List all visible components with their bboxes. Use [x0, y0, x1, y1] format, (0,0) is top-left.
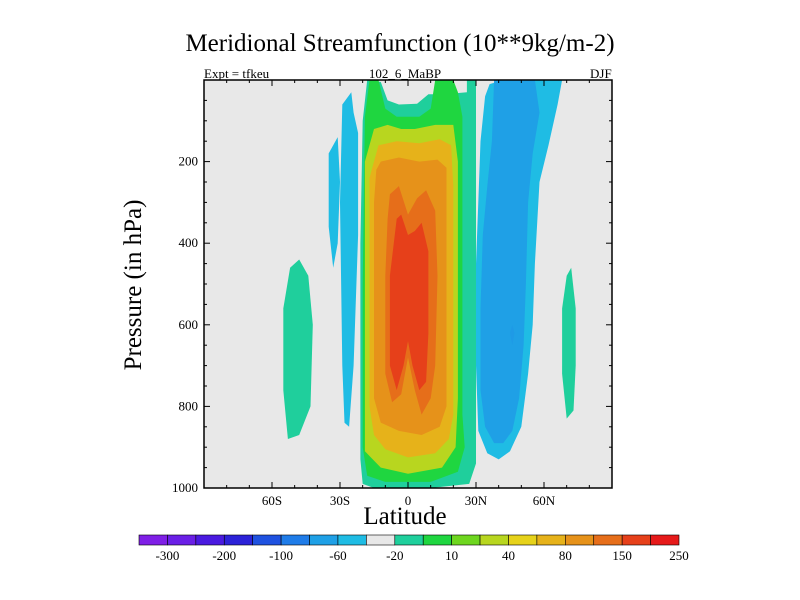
colorbar-box	[309, 534, 339, 546]
colorbar-box	[138, 534, 168, 546]
colorbar-label: 150	[612, 548, 632, 563]
colorbar-label: 40	[502, 548, 515, 563]
colorbar-label: -200	[212, 548, 236, 563]
colorbar-box	[479, 534, 509, 546]
colorbar-box	[621, 534, 651, 546]
experiment-label: Expt = tfkeu	[204, 66, 270, 81]
season-label: DJF	[590, 66, 612, 81]
colorbar-box	[195, 534, 225, 546]
contour-region-9	[340, 92, 359, 427]
contour-region-4	[364, 124, 458, 474]
period-label: 102_6_MaBP	[368, 66, 442, 81]
contour-region-1	[562, 267, 576, 419]
plot-frame	[203, 79, 613, 489]
y-tick-label: 600	[179, 317, 199, 332]
colorbar-box	[252, 534, 282, 546]
colorbar-box	[508, 534, 538, 546]
colorbar-box	[650, 534, 680, 546]
x-axis-label: Latitude	[363, 503, 447, 530]
contour-region-8	[389, 214, 429, 391]
colorbar-box	[223, 534, 253, 546]
plot-border	[203, 79, 613, 489]
contour-region-5	[369, 139, 454, 458]
colorbar-box	[565, 534, 595, 546]
contour-region-0	[283, 259, 313, 439]
plot-background-fill	[204, 80, 612, 488]
colorbar-label: -100	[269, 548, 293, 563]
colorbar-box	[536, 534, 566, 546]
colorbar-label: 80	[559, 548, 572, 563]
colorbar-box	[337, 534, 367, 546]
contour-group	[283, 80, 576, 488]
contour-regions	[283, 80, 576, 488]
y-tick-label: 1000	[172, 480, 198, 495]
contour-region-12	[480, 80, 540, 444]
colorbar: -300 -200 -100 -60 -20 10 40 80 150 250	[138, 534, 689, 563]
contour-region-10	[328, 137, 340, 268]
contour-region-7	[385, 186, 438, 415]
colorbar-box	[422, 534, 452, 546]
colorbar-box	[167, 534, 197, 546]
colorbar-label: -20	[386, 548, 403, 563]
chart-title: Meridional Streamfunction (10**9kg/m-2)	[185, 30, 615, 57]
contour-region-3	[362, 80, 465, 482]
y-tick-label: 200	[179, 154, 199, 169]
colorbar-label: -300	[155, 548, 179, 563]
colorbar-label: 250	[669, 548, 689, 563]
y-tick-label: 400	[179, 235, 199, 250]
y-tick-label: 800	[179, 398, 199, 413]
colorbar-box	[366, 534, 396, 546]
contour-region-6	[374, 157, 447, 435]
colorbar-box	[593, 534, 623, 546]
plot-background	[204, 80, 612, 488]
y-axis-label: Pressure (in hPa)	[120, 199, 147, 371]
colorbar-box	[394, 534, 424, 546]
colorbar-box	[280, 534, 310, 546]
contour-region-2	[360, 80, 476, 488]
colorbar-label: 10	[445, 548, 458, 563]
contour-region-11	[476, 80, 563, 460]
colorbar-label: -60	[329, 548, 346, 563]
colorbar-box	[451, 534, 481, 546]
contour-region-13	[510, 324, 515, 346]
